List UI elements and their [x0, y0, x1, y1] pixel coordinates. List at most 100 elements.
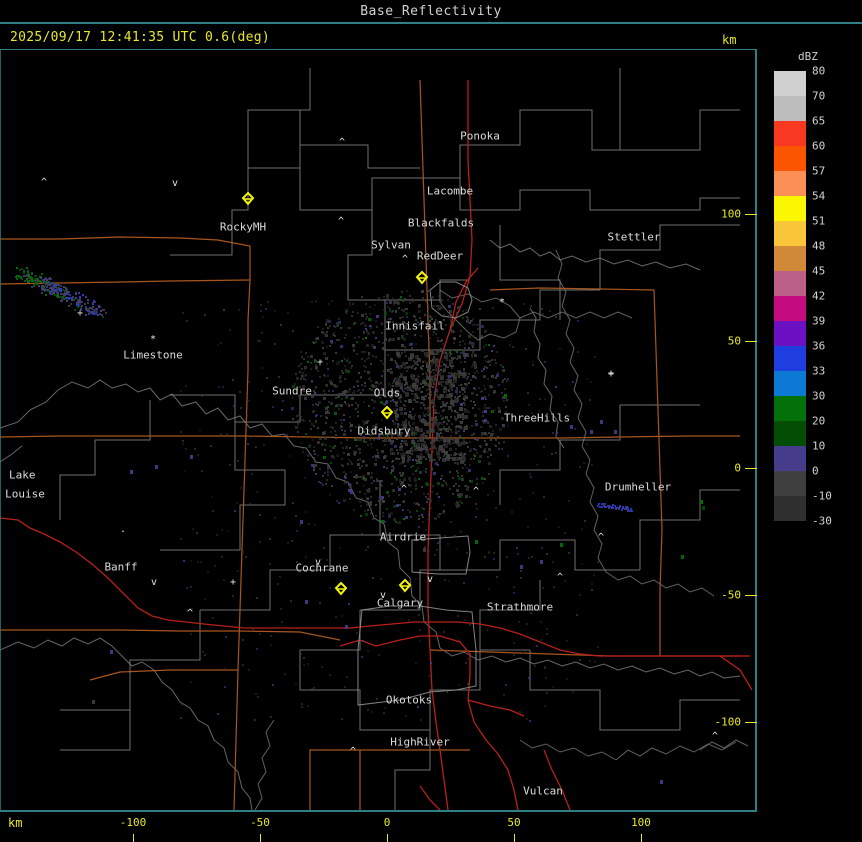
radar-echo-pixel	[349, 388, 351, 390]
radar-echo-pixel	[386, 297, 389, 300]
radar-echo-pixel	[315, 366, 318, 369]
radar-echo-pixel	[466, 316, 468, 318]
radar-echo-pixel	[461, 502, 463, 504]
radar-echo-pixel	[412, 473, 414, 475]
radar-echo-pixel	[315, 473, 317, 475]
radar-echo-pixel	[350, 490, 353, 494]
radar-echo-pixel	[384, 358, 386, 360]
radar-echo-pixel	[435, 374, 437, 376]
radar-echo-pixel	[426, 501, 428, 503]
radar-echo-pixel	[353, 346, 355, 348]
radar-echo-pixel	[397, 426, 399, 428]
radar-echo-pixel	[349, 426, 351, 428]
station-marker-icon: +	[607, 368, 615, 379]
radar-echo-pixel	[375, 381, 378, 384]
radar-echo-pixel	[300, 363, 302, 365]
radar-echo-pixel	[327, 406, 329, 408]
radar-echo-pixel	[377, 452, 379, 454]
radar-echo-pixel	[568, 552, 570, 554]
radar-echo-pixel	[470, 379, 472, 381]
site-marker-layer	[0, 50, 755, 810]
radar-echo-pixel	[441, 385, 443, 387]
radar-echo-pixel	[395, 401, 398, 404]
radar-echo-pixel	[80, 308, 82, 310]
radar-echo-pixel	[295, 426, 298, 429]
radar-echo-pixel	[368, 429, 370, 431]
radar-plot-frame[interactable]: ^ v ^ ^ ^ * * + + + ^ v v ^ ^ ^ v ^ + + ^ v ^. Ponoka Lacombe Bl…	[0, 50, 757, 812]
radar-echo-pixel	[81, 301, 83, 303]
radar-echo-pixel	[296, 436, 298, 438]
radar-echo-pixel	[430, 662, 432, 664]
radar-echo-pixel	[396, 438, 398, 440]
radar-echo-pixel	[440, 478, 442, 480]
radar-echo-pixel	[411, 432, 415, 436]
radar-echo-pixel	[401, 344, 404, 347]
radar-echo-pixel	[335, 616, 337, 618]
radar-echo-pixel	[378, 654, 380, 656]
radar-echo-pixel	[381, 498, 383, 500]
radar-echo-pixel	[476, 438, 479, 441]
radar-echo-pixel	[422, 297, 424, 299]
radar-echo-pixel	[434, 554, 436, 556]
radar-echo-pixel	[403, 376, 407, 380]
radar-echo-pixel	[348, 361, 351, 364]
radar-echo-pixel	[407, 509, 409, 511]
radar-echo-pixel	[350, 394, 352, 396]
radar-echo-pixel	[552, 561, 554, 563]
radar-echo-pixel	[463, 396, 465, 398]
radar-echo-pixel	[435, 319, 437, 321]
radar-echo-pixel	[487, 456, 489, 458]
radar-echo-pixel	[456, 470, 458, 472]
radar-echo-pixel	[40, 277, 42, 279]
radar-echo-pixel	[55, 289, 57, 291]
radar-echo-pixel	[16, 278, 18, 280]
radar-echo-pixel	[31, 273, 33, 275]
radar-echo-pixel	[494, 409, 496, 411]
radar-echo-pixel	[347, 327, 349, 329]
radar-echo-pixel	[396, 405, 398, 407]
radar-echo-pixel	[434, 353, 436, 355]
radar-echo-pixel	[386, 434, 388, 436]
radar-echo-pixel	[475, 503, 477, 505]
radar-echo-pixel	[272, 684, 274, 686]
radar-echo-pixel	[340, 345, 343, 348]
city-label: Stettler	[607, 230, 661, 244]
radar-echo-pixel	[360, 505, 362, 507]
radar-echo-pixel	[424, 314, 426, 316]
radar-echo-pixel	[394, 412, 396, 414]
radar-echo-pixel	[362, 420, 365, 423]
radar-echo-pixel	[464, 426, 468, 430]
radar-echo-pixel	[498, 448, 500, 450]
radar-echo-pixel	[90, 312, 92, 314]
radar-echo-pixel	[476, 452, 478, 454]
radar-echo-pixel	[584, 520, 586, 522]
radar-echo-pixel	[423, 446, 427, 450]
radar-echo-pixel	[362, 475, 365, 478]
radar-echo-pixel	[618, 507, 620, 509]
radar-echo-pixel	[422, 365, 424, 367]
radar-echo-pixel	[372, 355, 374, 357]
radar-echo-pixel	[350, 424, 353, 427]
radar-echo-pixel	[401, 352, 403, 354]
colorbar-band	[774, 271, 806, 296]
radar-echo-pixel	[507, 378, 509, 380]
radar-echo-pixel	[325, 422, 327, 424]
radar-echo-pixel	[376, 426, 378, 428]
radar-echo-pixel	[443, 388, 445, 390]
radar-echo-pixel	[317, 404, 319, 406]
radar-echo-pixel	[327, 471, 329, 473]
radar-echo-pixel	[428, 306, 430, 308]
radar-echo-pixel	[36, 283, 38, 285]
radar-echo-pixel	[427, 407, 429, 409]
radar-echo-pixel	[339, 563, 341, 565]
radar-echo-pixel	[454, 535, 456, 537]
radar-echo-pixel	[497, 372, 499, 374]
radar-echo-pixel	[414, 316, 416, 318]
radar-echo-pixel	[315, 368, 317, 370]
colorbar-tick-label: -10	[812, 489, 832, 503]
radar-echo-pixel	[373, 480, 375, 482]
radar-echo-pixel	[424, 420, 426, 422]
radar-map-canvas[interactable]: ^ v ^ ^ ^ * * + + + ^ v v ^ ^ ^ v ^ + + ^ v ^. Ponoka Lacombe Bl…	[0, 50, 755, 810]
radar-echo-pixel	[68, 291, 70, 293]
colorbar-tick-label: -30	[812, 514, 832, 528]
